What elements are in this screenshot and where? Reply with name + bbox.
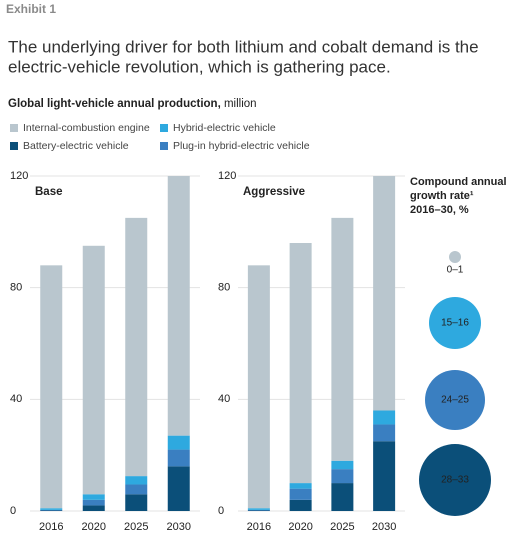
subtitle: Global light-vehicle annual production, …: [8, 98, 257, 110]
bar-segment: [247, 508, 270, 510]
title-line: The underlying driver for both lithium a…: [8, 37, 479, 56]
bar-segment: [125, 217, 148, 477]
legend-swatch: [160, 124, 168, 132]
legend-label: Internal-combustion engine: [23, 122, 150, 134]
growth-bubble: [449, 251, 461, 263]
subtitle-main: Global light-vehicle annual production,: [8, 98, 221, 110]
bar-segment: [331, 469, 354, 484]
legend-label: Battery-electric vehicle: [23, 140, 129, 152]
exhibit-label: Exhibit 1: [6, 2, 56, 16]
bar-segment: [247, 265, 270, 509]
bar-segment: [82, 505, 105, 511]
x-tick-label: 2020: [82, 521, 106, 533]
bar-segment: [289, 483, 312, 489]
bar-segment: [82, 494, 105, 500]
bar-segment: [40, 509, 63, 511]
bar-segment: [167, 176, 190, 436]
bar-segment: [167, 449, 190, 467]
subtitle-unit: million: [224, 98, 257, 110]
bar-segment: [125, 476, 148, 485]
legend-swatch: [10, 124, 18, 132]
panel-title: Base: [35, 186, 63, 198]
x-tick-label: 2020: [288, 521, 312, 533]
bar-segment: [40, 510, 63, 511]
growth-legend-title: 2016–30, %: [410, 204, 469, 216]
y-tick-label: 40: [218, 393, 230, 405]
legend-label: Plug-in hybrid-electric vehicle: [173, 140, 310, 152]
x-tick-label: 2016: [247, 521, 271, 533]
growth-bubble: [419, 444, 491, 516]
bar-segment: [125, 494, 148, 511]
y-tick-label: 0: [10, 505, 16, 517]
bar-segment: [82, 245, 105, 495]
bar-segment: [289, 499, 312, 511]
y-tick-label: 80: [10, 282, 22, 294]
x-tick-label: 2016: [39, 521, 63, 533]
growth-legend-title: Compound annual: [410, 176, 507, 188]
bar-segment: [247, 509, 270, 511]
x-tick-label: 2025: [124, 521, 148, 533]
bar-segment: [167, 466, 190, 511]
growth-label: 24–25: [441, 395, 469, 406]
y-tick-label: 0: [218, 505, 224, 517]
legend-label: Hybrid-electric vehicle: [173, 122, 276, 134]
bar-segment: [125, 484, 148, 495]
bar-segment: [373, 441, 396, 511]
bar-segment: [167, 435, 190, 450]
y-tick-label: 120: [218, 170, 236, 182]
bar-segment: [331, 460, 354, 470]
bar-segment: [373, 410, 396, 425]
x-tick-label: 2030: [372, 521, 396, 533]
bar-segment: [331, 217, 354, 461]
panel-title: Aggressive: [243, 186, 305, 198]
bar-segment: [289, 243, 312, 484]
title-line: electric-vehicle revolution, which is ga…: [8, 57, 391, 76]
legend-swatch: [160, 142, 168, 150]
bar-segment: [82, 499, 105, 506]
bar-segment: [289, 488, 312, 500]
growth-label: 28–33: [441, 475, 469, 486]
bar-segment: [247, 510, 270, 511]
x-tick-label: 2025: [330, 521, 354, 533]
bar-segment: [331, 483, 354, 511]
y-tick-label: 40: [10, 393, 22, 405]
y-tick-label: 80: [218, 282, 230, 294]
growth-label: 0–1: [447, 265, 464, 276]
growth-legend-title: growth rate¹: [410, 190, 474, 202]
x-tick-label: 2030: [167, 521, 191, 533]
bar-segment: [40, 265, 63, 509]
growth-label: 15–16: [441, 318, 469, 329]
growth-bubble: [425, 370, 485, 430]
y-tick-label: 120: [10, 170, 28, 182]
growth-bubble: [429, 297, 481, 349]
bar-segment: [373, 176, 396, 411]
bar-segment: [373, 424, 396, 442]
legend-swatch: [10, 142, 18, 150]
bar-segment: [40, 508, 63, 510]
